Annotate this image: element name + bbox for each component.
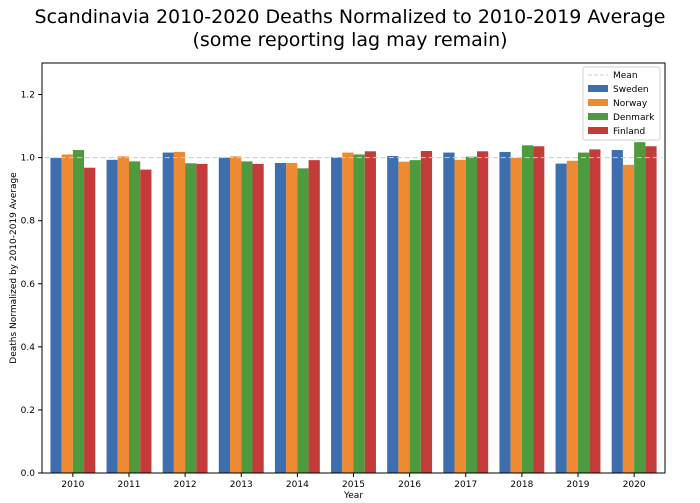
bar-norway-2015 <box>342 152 354 474</box>
x-axis-ticks: 2010 2011 2012 2013 2014 2015 2016 2017 2018 2019… <box>61 473 646 490</box>
bar-denmark-2014 <box>297 168 309 474</box>
legend-swatch-sweden <box>588 85 608 92</box>
legend-label-mean: Mean <box>613 71 638 81</box>
bar-sweden-2019 <box>555 163 567 473</box>
bar-norway-2017 <box>454 159 466 474</box>
legend-label-finland: Finland <box>613 127 645 137</box>
bar-denmark-2016 <box>409 160 421 473</box>
y-axis-ticks: 0.0 0.2 0.4 0.6 0.8 1.0 1.2 <box>21 91 42 479</box>
bar-sweden-2020 <box>611 150 623 474</box>
bar-finland-2016 <box>420 150 433 473</box>
bar-denmark-2015 <box>353 154 365 473</box>
bar-finland-2011 <box>140 169 152 473</box>
bar-denmark-2012 <box>185 163 197 474</box>
bar-denmark-2017 <box>465 156 477 473</box>
y-tick-label: 0.4 <box>21 343 36 353</box>
x-tick-label: 2016 <box>398 480 421 490</box>
bar-denmark-2019 <box>578 152 590 474</box>
bar-norway-2012 <box>173 151 186 473</box>
legend-label-denmark: Denmark <box>613 113 655 123</box>
legend-swatch-finland <box>588 127 608 134</box>
y-tick-label: 1.0 <box>21 154 36 164</box>
bar-sweden-2012 <box>162 152 174 474</box>
x-tick-label: 2017 <box>454 480 477 490</box>
bar-finland-2020 <box>645 146 657 473</box>
bar-finland-2012 <box>196 163 208 473</box>
y-tick-label: 0.0 <box>21 469 36 479</box>
x-tick-label: 2018 <box>510 480 533 490</box>
bar-norway-2016 <box>398 161 410 473</box>
bar-sweden-2017 <box>443 152 455 474</box>
bar-finland-2014 <box>308 160 320 473</box>
x-axis-label: Year <box>343 491 363 501</box>
bar-norway-2014 <box>286 162 298 473</box>
bar-finland-2013 <box>252 163 264 473</box>
legend-label-norway: Norway <box>613 99 648 109</box>
chart-title: Scandinavia 2010-2020 Deaths Normalized … <box>34 6 666 28</box>
bar-norway-2011 <box>117 156 129 473</box>
bar-norway-2013 <box>230 156 242 473</box>
bar-denmark-2011 <box>128 161 141 473</box>
bar-norway-2010 <box>61 154 73 473</box>
bars-group <box>50 142 657 474</box>
bar-sweden-2016 <box>387 156 399 474</box>
bar-denmark-2010 <box>72 150 85 474</box>
bar-finland-2019 <box>589 149 601 473</box>
y-tick-label: 1.2 <box>21 91 35 101</box>
legend: Mean Sweden Norway Denmark Finland <box>582 66 661 141</box>
bar-finland-2010 <box>84 167 96 473</box>
bar-norway-2018 <box>510 157 522 473</box>
x-tick-label: 2020 <box>623 480 646 490</box>
bar-sweden-2014 <box>274 162 287 473</box>
x-tick-label: 2011 <box>118 480 141 490</box>
bar-sweden-2015 <box>331 157 343 474</box>
bar-norway-2019 <box>566 160 579 473</box>
y-tick-label: 0.6 <box>21 280 36 290</box>
legend-swatch-denmark <box>588 113 608 120</box>
x-tick-label: 2010 <box>61 480 84 490</box>
bar-sweden-2010 <box>50 157 62 473</box>
x-tick-label: 2015 <box>342 480 365 490</box>
bar-denmark-2020 <box>634 142 646 473</box>
bar-finland-2017 <box>476 151 489 474</box>
bar-norway-2020 <box>622 164 635 473</box>
x-tick-label: 2014 <box>286 480 309 490</box>
bar-sweden-2013 <box>218 157 231 473</box>
legend-label-sweden: Sweden <box>613 85 649 95</box>
y-tick-label: 0.2 <box>21 406 35 416</box>
x-tick-label: 2013 <box>230 480 253 490</box>
bar-finland-2015 <box>364 151 376 474</box>
bar-sweden-2011 <box>106 159 118 474</box>
chart-subtitle: (some reporting lag may remain) <box>192 29 508 51</box>
bar-denmark-2018 <box>521 145 534 474</box>
legend-swatch-norway <box>588 99 608 106</box>
x-tick-label: 2012 <box>174 480 197 490</box>
y-tick-label: 0.8 <box>21 217 36 227</box>
bar-finland-2018 <box>533 146 545 473</box>
bar-denmark-2013 <box>241 161 253 473</box>
bar-sweden-2018 <box>499 151 511 473</box>
y-axis-label: Deaths Normalized by 2010-2019 Average <box>9 172 19 364</box>
x-tick-label: 2019 <box>567 480 590 490</box>
